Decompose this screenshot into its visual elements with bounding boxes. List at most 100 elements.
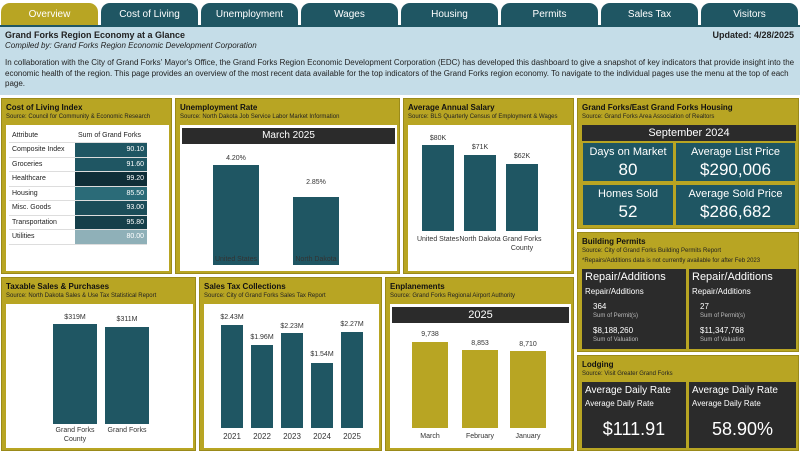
bar-march: [412, 342, 448, 428]
sales-tax-chart: $2.43M $1.96M $2.23M $1.54M $2.27M 2021 …: [204, 304, 379, 448]
card-count: 364: [593, 302, 607, 311]
data-label: $2.27M: [340, 321, 364, 328]
x-label: Grand Forks County: [55, 427, 95, 443]
value-cell: 93.00: [75, 200, 147, 216]
data-label: 4.20%: [226, 155, 246, 162]
housing-panel: Grand Forks/East Grand Forks Housing Sou…: [577, 98, 799, 229]
kpi-homes-sold: Homes Sold 52: [583, 185, 673, 225]
card-title: Repair/Additions: [585, 271, 666, 283]
panel-source: Source: BLS Quarterly Census of Employme…: [408, 114, 558, 120]
card-subtitle: Repair/Additions: [585, 287, 644, 296]
tab-wages[interactable]: Wages: [301, 3, 398, 25]
data-label: 2.85%: [306, 179, 326, 186]
permits-panel: Building Permits Source: City of Grand F…: [577, 232, 799, 352]
tab-permits[interactable]: Permits: [501, 3, 598, 25]
x-label: February: [465, 433, 494, 440]
value-cell: 90.10: [75, 142, 147, 158]
table-header-row: Attribute Sum of Grand Forks: [9, 128, 147, 143]
housing-header: September 2024: [582, 125, 796, 141]
card-count-label: Sum of Permit(s): [700, 313, 746, 319]
taxable-chart: $319M $311M Grand Forks County Grand For…: [6, 304, 193, 448]
data-label: $2.23M: [280, 323, 304, 330]
card-subtitle: Average Daily Rate: [585, 399, 654, 408]
page-title: Grand Forks Region Economy at a Glance: [5, 30, 186, 40]
attr-cell: Groceries: [9, 157, 75, 172]
bar-grand-forks: [105, 327, 149, 424]
card-count: 27: [700, 302, 709, 311]
tab-bar: Overview Cost of Living Unemployment Wag…: [0, 0, 800, 25]
sales-tax-panel: Sales Tax Collections Source: City of Gr…: [199, 277, 382, 451]
kpi-label: Average Sold Price: [688, 188, 783, 200]
attr-cell: Healthcare: [9, 171, 75, 187]
bar-north-dakota: [464, 155, 496, 231]
kpi-days-on-market: Days on Market 80: [583, 143, 673, 181]
salary-chart: $80K $71K $62K United States North Dakot…: [408, 125, 571, 271]
card-subtitle: Repair/Additions: [692, 287, 751, 296]
kpi-average-list-price: Average List Price $290,006: [676, 143, 795, 181]
bar-north-dakota: [293, 197, 339, 265]
chart-header: 2025: [392, 307, 569, 323]
table-row: Utilities 80.00: [9, 229, 147, 245]
kpi-value: $286,682: [700, 202, 771, 221]
kpi-value: 80: [618, 160, 638, 179]
bar-february: [462, 350, 498, 428]
data-label: $80K: [429, 135, 447, 142]
value-cell: 91.60: [75, 157, 147, 172]
tab-housing[interactable]: Housing: [401, 3, 498, 25]
card-title: Average Daily Rate: [585, 385, 671, 396]
panel-title: Average Annual Salary: [408, 103, 495, 112]
data-label: 8,853: [471, 340, 489, 347]
lodging-card: Average Daily Rate Average Daily Rate $1…: [582, 382, 686, 448]
card-value: $11,347,768: [700, 326, 744, 335]
tab-sales-tax[interactable]: Sales Tax: [601, 3, 698, 25]
bar-grand-forks-county: [53, 324, 97, 424]
tab-cost-of-living[interactable]: Cost of Living: [101, 3, 198, 25]
panel-source: Source: Visit Greater Grand Forks: [582, 371, 673, 377]
panel-title: Enplanements: [390, 282, 445, 291]
panel-title: Taxable Sales & Purchases: [6, 282, 110, 291]
data-label: $2.43M: [220, 314, 244, 321]
tab-visitors[interactable]: Visitors: [701, 3, 798, 25]
x-label: 2025: [343, 432, 361, 441]
salary-panel: Average Annual Salary Source: BLS Quarte…: [403, 98, 574, 274]
unemployment-chart: March 2025 4.20% 2.85% United States Nor…: [180, 125, 397, 271]
data-label: $311M: [116, 316, 138, 323]
x-label: Grand Forks: [107, 427, 147, 434]
table-row: Composite Index 90.10: [9, 142, 147, 158]
data-label: $71K: [471, 144, 489, 151]
updated-date: Updated: 4/28/2025: [712, 30, 794, 40]
table-header: Attribute: [9, 128, 75, 143]
attr-cell: Composite Index: [9, 142, 75, 158]
kpi-value: $290,006: [700, 160, 771, 179]
x-label: United States: [214, 256, 258, 263]
col-table-area: Attribute Sum of Grand Forks Composite I…: [6, 125, 169, 271]
attr-cell: Housing: [9, 186, 75, 201]
kpi-value: 52: [618, 202, 638, 221]
chart-header: March 2025: [182, 128, 395, 144]
card-subtitle: Average Daily Rate: [692, 399, 761, 408]
panel-source: Source: North Dakota Sales & Use Tax Sta…: [6, 293, 157, 299]
card-count-label: Sum of Permit(s): [593, 313, 639, 319]
col-table: Attribute Sum of Grand Forks Composite I…: [9, 128, 147, 245]
unemployment-panel: Unemployment Rate Source: North Dakota J…: [175, 98, 400, 274]
x-label: 2023: [283, 432, 301, 441]
table-header: Sum of Grand Forks: [75, 128, 147, 143]
kpi-average-sold-price: Average Sold Price $286,682: [676, 185, 795, 225]
enplanements-chart: 2025 9,738 8,853 8,710 March February Ja…: [390, 304, 571, 448]
panel-note: *Repairs/Additions data is not currently…: [582, 258, 761, 264]
tab-unemployment[interactable]: Unemployment: [201, 3, 298, 25]
value-cell: 80.00: [75, 229, 147, 245]
data-label: $62K: [513, 153, 531, 160]
panel-source: Source: City of Grand Forks Sales Tax Re…: [204, 293, 326, 299]
lodging-card: Average Daily Rate Average Daily Rate 58…: [689, 382, 796, 448]
table-row: Groceries 91.60: [9, 157, 147, 172]
panel-title: Unemployment Rate: [180, 103, 258, 112]
data-label: $319M: [64, 314, 86, 321]
bar-united-states: [422, 145, 454, 231]
panel-source: Source: Grand Forks Regional Airport Aut…: [390, 293, 516, 299]
tab-overview[interactable]: Overview: [1, 3, 98, 25]
page-subtitle: Compiled by: Grand Forks Region Economic…: [5, 41, 257, 50]
bar-january: [510, 351, 546, 428]
bar-united-states: [213, 165, 259, 265]
x-label: Grand Forks County: [502, 236, 542, 252]
